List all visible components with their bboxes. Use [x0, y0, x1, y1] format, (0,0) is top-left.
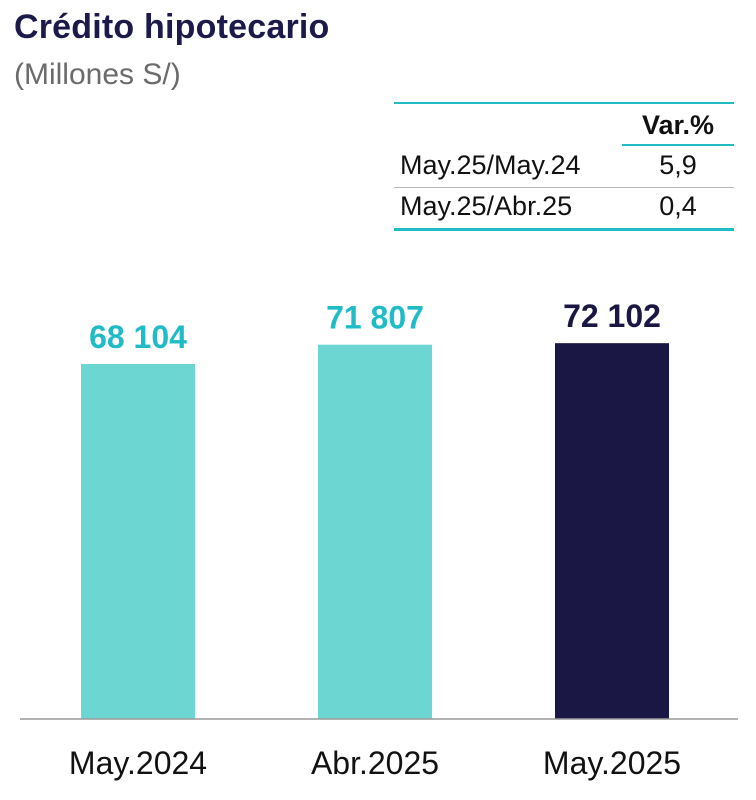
bar-abr-2025	[318, 344, 432, 719]
category-ticks-layer: May.2024 Abr.2025 May.2025	[69, 745, 681, 781]
chart-subtitle: (Millones S/)	[14, 58, 181, 91]
chart-title: Crédito hipotecario	[14, 8, 330, 46]
value-labels-layer: 68 104 71 807 72 102	[89, 298, 661, 355]
row-value: 0,4	[659, 191, 697, 221]
x-tick-label: May.2025	[543, 745, 681, 781]
bar-value-label: 72 102	[563, 298, 661, 334]
table-bottom-rule	[394, 228, 734, 231]
variation-header: Var.%	[641, 110, 715, 140]
variation-table: Var.% May.25/May.24 5,9 May.25/Abr.25 0,…	[394, 100, 734, 232]
x-tick-label: May.2024	[69, 745, 207, 781]
row-separator	[394, 187, 734, 188]
row-value: 5,9	[659, 150, 697, 180]
row-label: May.25/Abr.25	[400, 191, 573, 221]
x-tick-label: Abr.2025	[311, 745, 439, 781]
bar-value-label: 71 807	[326, 300, 424, 336]
bar-value-label: 68 104	[89, 319, 187, 355]
table-row: May.25/Abr.25 0,4	[400, 191, 734, 227]
header-underline	[622, 144, 734, 146]
bar-may-2024	[81, 364, 195, 719]
table-top-rule	[394, 102, 734, 104]
bars-layer	[81, 343, 669, 719]
bar-may-2025	[555, 343, 669, 719]
row-label: May.25/May.24	[400, 150, 581, 180]
table-row: May.25/May.24 5,9	[400, 150, 734, 186]
